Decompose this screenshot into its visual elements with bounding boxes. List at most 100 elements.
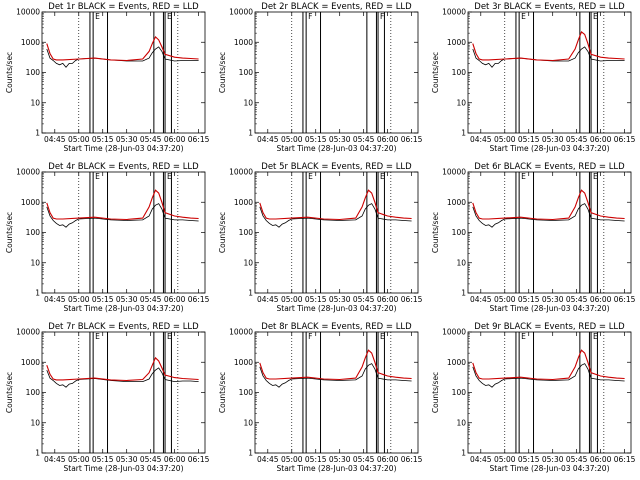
- x-axis-label: Start Time (28-Jun-03 04:37:20): [64, 304, 184, 313]
- x-tick-label: 04:45: [44, 135, 66, 144]
- y-tick-label: 10: [456, 418, 466, 427]
- plot-frame: [254, 11, 419, 134]
- plot-frame: [41, 331, 206, 454]
- x-tick-label: 05:45: [566, 135, 588, 144]
- plot-frame: [254, 331, 419, 454]
- x-axis-label: Start Time (28-Jun-03 04:37:20): [490, 304, 610, 313]
- interval-marker-label: F: [308, 332, 312, 341]
- lld-series-line: [259, 189, 412, 221]
- panel-title: Det 7r BLACK = Events, RED = LLD: [48, 322, 199, 332]
- y-tick-label: 1: [35, 449, 40, 458]
- lld-series-line: [472, 349, 625, 381]
- y-tick-label: 100: [452, 228, 467, 237]
- x-tick-label: 06:15: [614, 135, 636, 144]
- y-tick-label: 100: [239, 388, 254, 397]
- plot-frame: [254, 171, 419, 294]
- y-tick-label: 10: [30, 418, 40, 427]
- x-tick-label: 05:30: [116, 295, 138, 304]
- x-tick-label: 05:45: [566, 455, 588, 464]
- y-tick-label: 10: [30, 258, 40, 267]
- interval-marker-label: E: [308, 172, 313, 181]
- x-tick-label: 04:45: [257, 455, 279, 464]
- y-tick-label: 100: [452, 68, 467, 77]
- y-tick-label: 10000: [16, 8, 40, 17]
- x-tick-label: 06:15: [614, 295, 636, 304]
- y-tick-label: 1: [461, 289, 466, 298]
- interval-marker-label: F: [308, 12, 312, 21]
- y-tick-label: 1: [35, 129, 40, 138]
- interval-marker-label: E: [380, 172, 385, 181]
- x-tick-label: 05:45: [353, 295, 375, 304]
- x-tick-label: 05:45: [140, 135, 162, 144]
- x-tick-label: 06:00: [164, 295, 186, 304]
- y-tick-label: 1000: [447, 358, 466, 367]
- x-axis-label: Start Time (28-Jun-03 04:37:20): [277, 464, 397, 473]
- interval-marker-label: E: [95, 332, 100, 341]
- interval-marker-label: E: [521, 172, 526, 181]
- y-tick-label: 10000: [442, 168, 466, 177]
- x-tick-label: 05:45: [140, 295, 162, 304]
- x-tick-label: 05:45: [353, 455, 375, 464]
- y-tick-label: 100: [452, 388, 467, 397]
- y-axis-label: Counts/sec: [218, 212, 227, 253]
- y-tick-label: 10000: [16, 168, 40, 177]
- interval-marker-label: E: [521, 12, 526, 21]
- panel-title: Det 9r BLACK = Events, RED = LLD: [474, 322, 625, 332]
- x-tick-label: 05:30: [542, 135, 564, 144]
- x-tick-label: 06:15: [401, 135, 423, 144]
- x-tick-label: 05:00: [494, 135, 516, 144]
- x-tick-label: 04:45: [470, 295, 492, 304]
- lld-series-line: [259, 349, 412, 381]
- y-tick-label: 10: [456, 98, 466, 107]
- x-tick-label: 05:15: [518, 455, 540, 464]
- x-tick-label: 06:00: [590, 295, 612, 304]
- y-tick-label: 1: [461, 129, 466, 138]
- lld-series-line: [472, 189, 625, 221]
- plot-frame: [467, 331, 632, 454]
- events-series-line: [472, 363, 625, 388]
- y-tick-label: 1: [461, 449, 466, 458]
- x-tick-label: 06:00: [164, 135, 186, 144]
- y-tick-label: 100: [26, 388, 41, 397]
- x-tick-label: 06:15: [188, 295, 210, 304]
- x-tick-label: 06:15: [188, 135, 210, 144]
- panel-title: Det 5r BLACK = Events, RED = LLD: [261, 162, 412, 172]
- events-series-line: [259, 203, 412, 228]
- y-tick-label: 10000: [442, 8, 466, 17]
- detector-panel-4: Det 4r BLACK = Events, RED = LLD 1 10 100 10…: [5, 162, 210, 313]
- x-axis-label: Start Time (28-Jun-03 04:37:20): [490, 464, 610, 473]
- interval-marker-label: F: [380, 12, 384, 21]
- y-tick-label: 1: [35, 289, 40, 298]
- y-tick-label: 10: [456, 258, 466, 267]
- y-tick-label: 1000: [21, 38, 40, 47]
- y-axis-label: Counts/sec: [431, 372, 440, 413]
- y-axis-label: Counts/sec: [5, 52, 14, 93]
- interval-marker-label: E: [95, 12, 100, 21]
- x-axis-label: Start Time (28-Jun-03 04:37:20): [64, 144, 184, 153]
- plot-frame: [41, 11, 206, 134]
- events-series-line: [46, 203, 199, 228]
- x-tick-label: 05:30: [329, 455, 351, 464]
- interval-marker-label: E: [167, 332, 172, 341]
- y-tick-label: 1000: [234, 38, 253, 47]
- x-tick-label: 06:00: [590, 455, 612, 464]
- y-tick-label: 1000: [447, 198, 466, 207]
- x-axis-label: Start Time (28-Jun-03 04:37:20): [277, 144, 397, 153]
- y-axis-label: Counts/sec: [5, 212, 14, 253]
- interval-marker-label: E: [593, 12, 598, 21]
- x-tick-label: 05:00: [494, 455, 516, 464]
- interval-marker-label: E: [593, 332, 598, 341]
- lld-series-line: [46, 189, 199, 221]
- x-tick-label: 05:30: [329, 135, 351, 144]
- lld-series-line: [46, 356, 199, 382]
- lld-series-line: [46, 35, 199, 62]
- x-tick-label: 05:30: [329, 295, 351, 304]
- x-tick-label: 04:45: [470, 135, 492, 144]
- x-tick-label: 05:00: [68, 135, 90, 144]
- y-tick-label: 10000: [229, 168, 253, 177]
- interval-marker-label: E: [95, 172, 100, 181]
- x-tick-label: 05:00: [68, 455, 90, 464]
- y-tick-label: 1000: [234, 358, 253, 367]
- y-tick-label: 1000: [447, 38, 466, 47]
